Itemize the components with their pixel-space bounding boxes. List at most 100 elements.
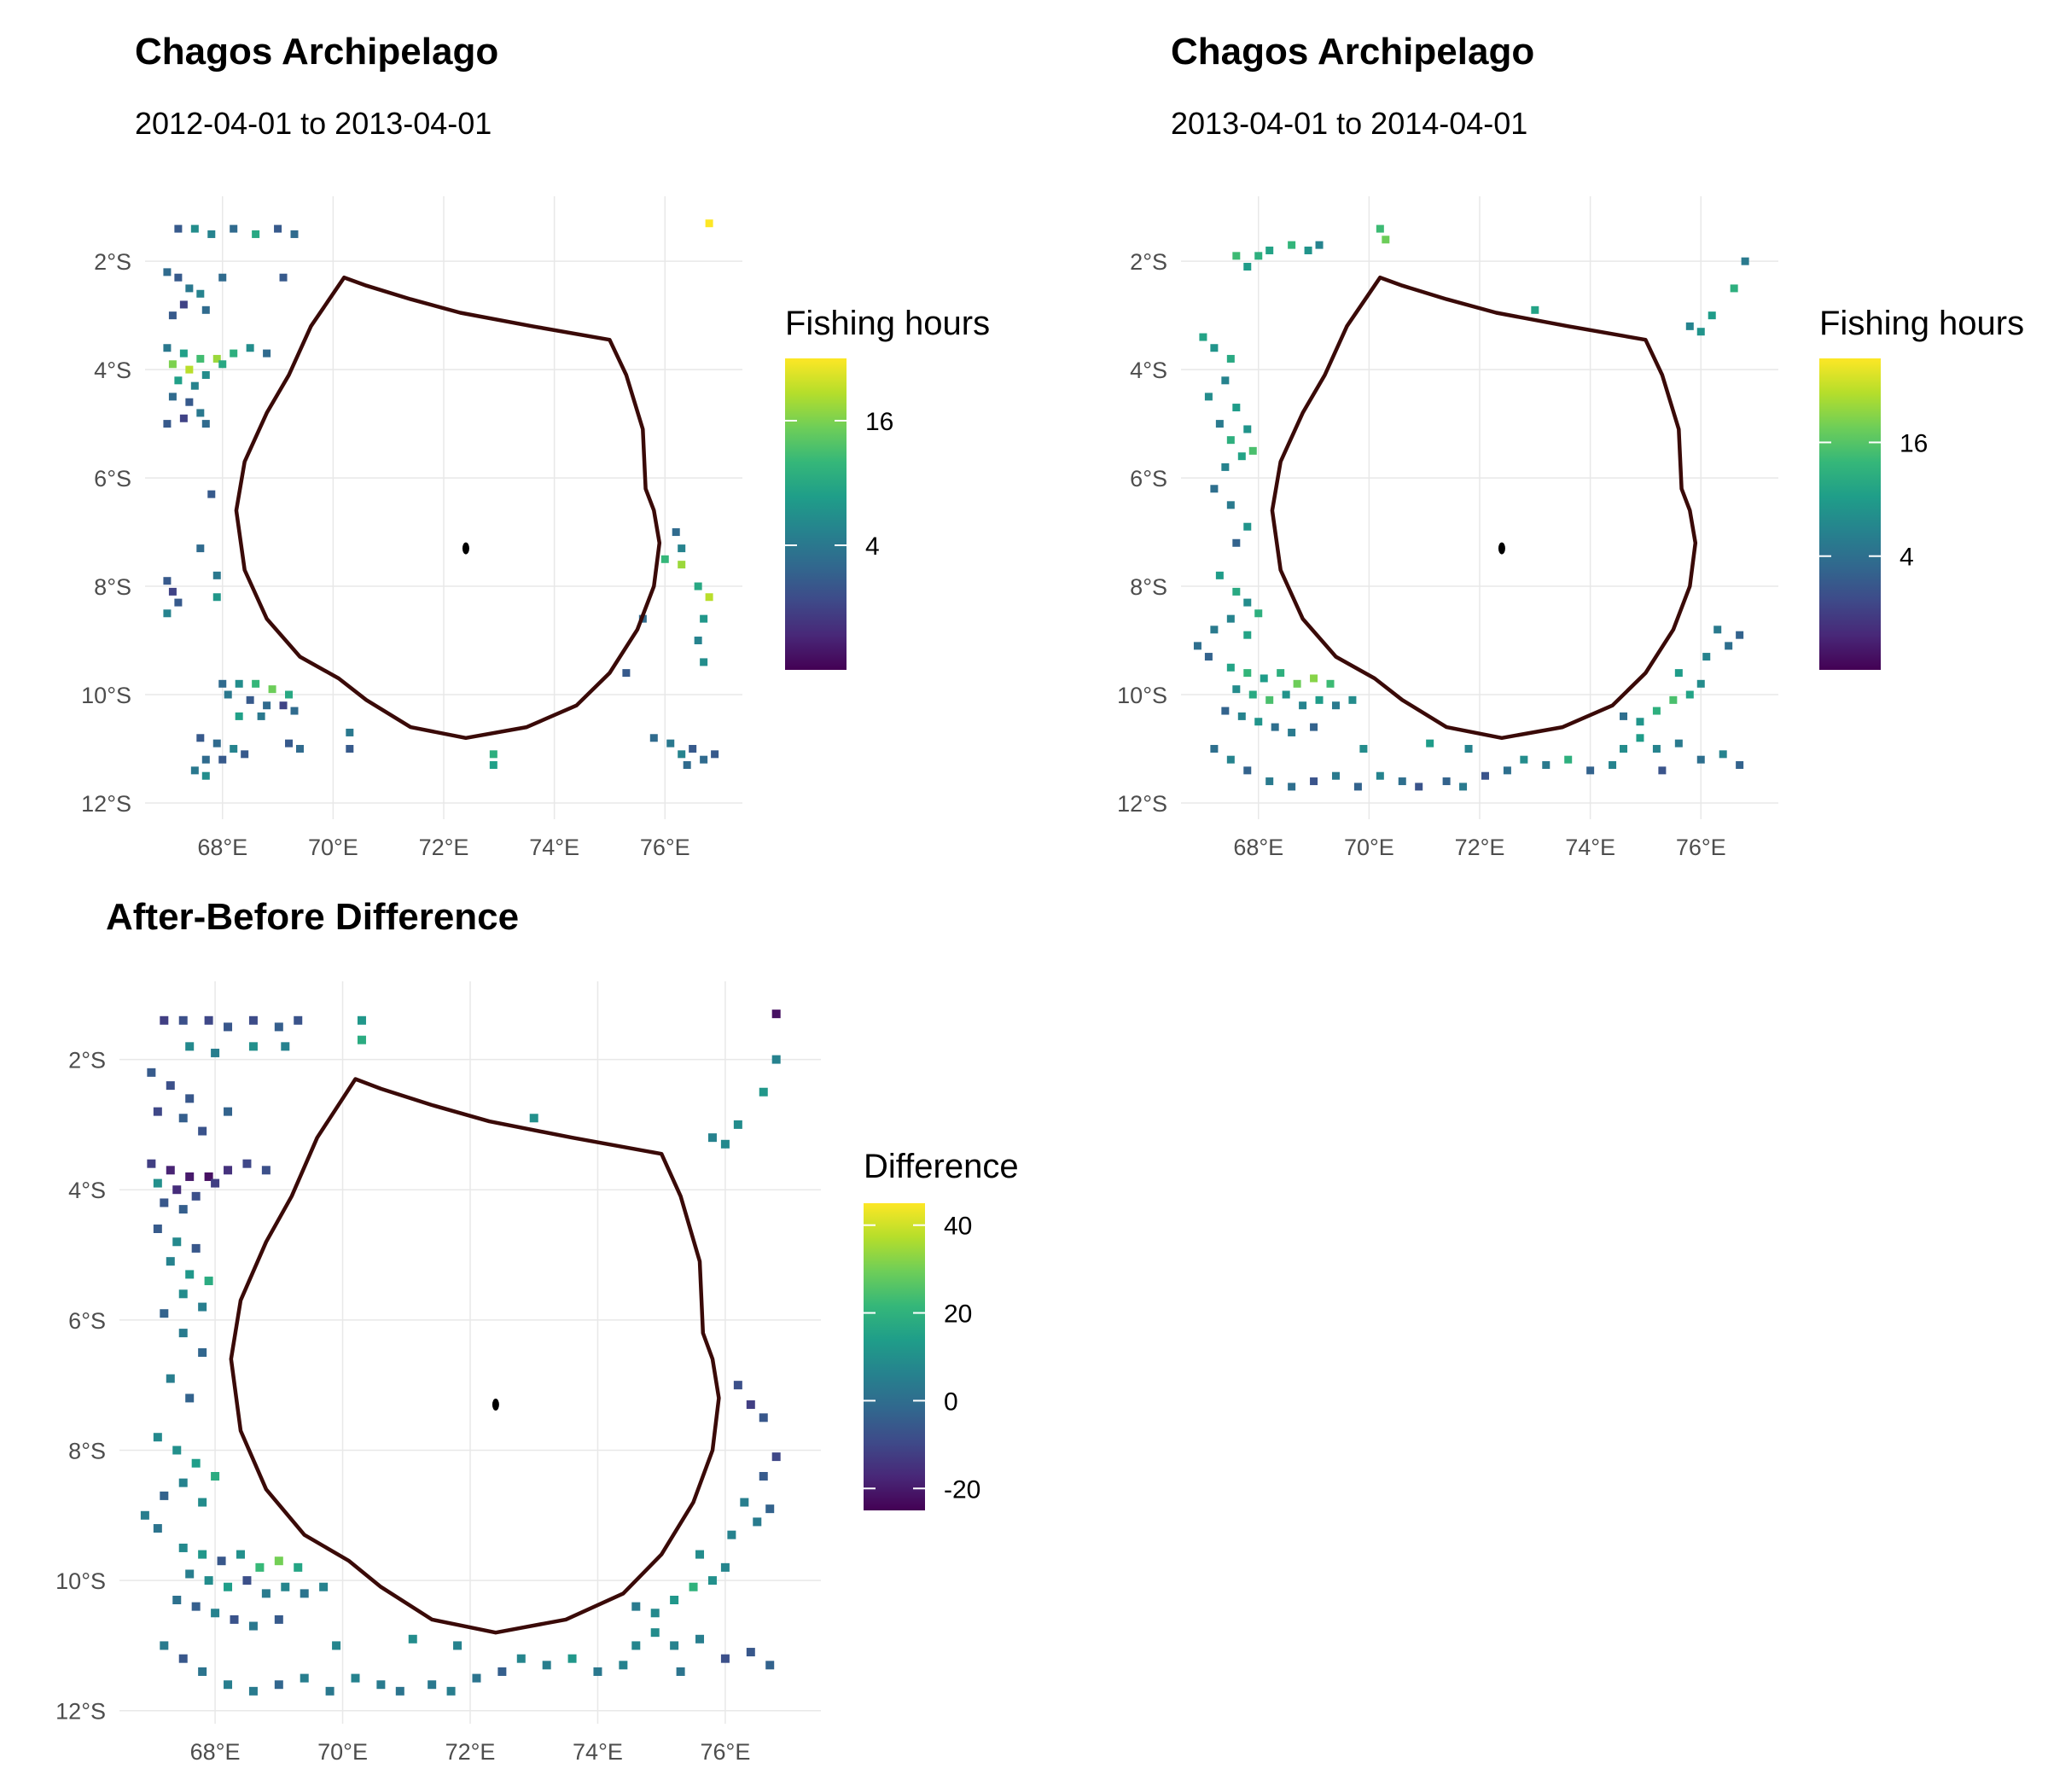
heatmap-cell bbox=[153, 1178, 162, 1188]
y-tick-label: 8°S bbox=[94, 574, 131, 600]
heatmap-cell bbox=[224, 690, 232, 699]
heatmap-cell bbox=[294, 1015, 303, 1025]
heatmap-cell bbox=[1243, 669, 1252, 678]
heatmap-cell bbox=[705, 219, 713, 228]
heatmap-cell bbox=[1586, 766, 1595, 775]
heatmap-cell bbox=[160, 1198, 169, 1207]
heatmap-cell bbox=[428, 1680, 437, 1690]
heatmap-cell bbox=[163, 268, 172, 276]
heatmap-cell bbox=[1204, 653, 1213, 661]
heatmap-cell bbox=[1636, 734, 1644, 742]
heatmap-cell bbox=[1243, 425, 1252, 433]
heatmap-cell bbox=[683, 761, 691, 770]
heatmap-cell bbox=[285, 690, 294, 699]
heatmap-cell bbox=[1658, 766, 1667, 775]
heatmap-cell bbox=[242, 1576, 252, 1585]
heatmap-cell bbox=[230, 349, 238, 358]
heatmap-cell bbox=[1243, 766, 1252, 775]
panel-2-subtitle: 2013-04-01 to 2014-04-01 bbox=[1171, 106, 1528, 141]
heatmap-cell bbox=[1426, 739, 1434, 748]
heatmap-cell bbox=[263, 701, 271, 710]
y-tick-label: 10°S bbox=[55, 1568, 106, 1594]
heatmap-cell bbox=[190, 766, 199, 775]
heatmap-cell bbox=[185, 1569, 195, 1579]
heatmap-cell bbox=[700, 614, 708, 623]
heatmap-cell bbox=[160, 1491, 169, 1500]
heatmap-cell bbox=[178, 1478, 188, 1487]
heatmap-cell bbox=[1288, 241, 1296, 249]
heatmap-cell bbox=[190, 381, 199, 390]
heatmap-cell bbox=[622, 669, 631, 678]
heatmap-cell bbox=[689, 744, 697, 753]
heatmap-cell bbox=[746, 1648, 755, 1657]
heatmap-cell bbox=[281, 1582, 290, 1591]
heatmap-cell bbox=[285, 739, 294, 748]
legend-colorbar bbox=[864, 1203, 925, 1510]
heatmap-cell bbox=[178, 1114, 188, 1123]
heatmap-cell bbox=[619, 1661, 628, 1670]
heatmap-cell bbox=[678, 561, 686, 569]
heatmap-cell bbox=[163, 420, 172, 428]
heatmap-cell bbox=[246, 695, 254, 704]
heatmap-cell bbox=[166, 1166, 175, 1175]
y-tick-label: 8°S bbox=[1130, 574, 1167, 600]
heatmap-cell bbox=[1359, 744, 1368, 753]
heatmap-cell bbox=[1685, 322, 1694, 330]
heatmap-cell bbox=[198, 1302, 207, 1312]
heatmap-cell bbox=[201, 370, 210, 379]
heatmap-cell bbox=[191, 1243, 201, 1253]
heatmap-cell bbox=[759, 1413, 768, 1423]
heatmap-cell bbox=[489, 750, 497, 759]
y-tick-label: 2°S bbox=[1130, 249, 1167, 275]
heatmap-cell bbox=[1248, 690, 1257, 699]
heatmap-cell bbox=[153, 1107, 162, 1116]
heatmap-cell bbox=[1226, 354, 1235, 363]
x-tick-label: 76°E bbox=[640, 835, 690, 860]
heatmap-cell bbox=[1702, 653, 1711, 661]
heatmap-cell bbox=[1265, 695, 1274, 704]
heatmap-cell bbox=[191, 1602, 201, 1611]
heatmap-cell bbox=[694, 582, 702, 591]
heatmap-cell bbox=[1232, 587, 1241, 596]
heatmap-cell bbox=[257, 712, 265, 720]
heatmap-cell bbox=[163, 609, 172, 618]
heatmap-cell bbox=[1277, 669, 1285, 678]
panel-3-title: After-Before Difference bbox=[106, 896, 520, 938]
heatmap-cell bbox=[147, 1159, 156, 1168]
heatmap-cell bbox=[1243, 263, 1252, 271]
heatmap-cell bbox=[1464, 744, 1473, 753]
heatmap-cell bbox=[211, 1609, 220, 1618]
heatmap-cell bbox=[196, 289, 205, 298]
heatmap-cell bbox=[147, 1068, 156, 1077]
heatmap-cell bbox=[678, 750, 686, 759]
heatmap-cell bbox=[1713, 625, 1722, 634]
heatmap-cell bbox=[1215, 420, 1224, 428]
heatmap-cell bbox=[1331, 701, 1340, 710]
heatmap-cell bbox=[1652, 707, 1661, 715]
heatmap-cell bbox=[740, 1498, 749, 1507]
heatmap-cell bbox=[300, 1673, 309, 1683]
heatmap-cell bbox=[1636, 718, 1644, 726]
heatmap-cell bbox=[1226, 501, 1235, 509]
x-tick-label: 68°E bbox=[1233, 835, 1283, 860]
heatmap-cell bbox=[319, 1582, 329, 1591]
heatmap-cell bbox=[771, 1009, 781, 1019]
heatmap-cell bbox=[241, 750, 249, 759]
heatmap-cell bbox=[248, 1686, 258, 1696]
heatmap-cell bbox=[1741, 257, 1749, 265]
heatmap-cell bbox=[1542, 761, 1551, 770]
heatmap-cell bbox=[1725, 642, 1733, 650]
heatmap-cell bbox=[733, 1120, 742, 1129]
heatmap-cell bbox=[351, 1673, 360, 1683]
y-tick-label: 12°S bbox=[81, 791, 131, 817]
heatmap-cell bbox=[1226, 614, 1235, 623]
x-tick-label: 72°E bbox=[1455, 835, 1505, 860]
heatmap-cell bbox=[279, 273, 288, 282]
heatmap-cell bbox=[1210, 744, 1219, 753]
heatmap-cell bbox=[700, 755, 708, 764]
heatmap-cell bbox=[1382, 236, 1390, 244]
heatmap-cell bbox=[720, 1654, 730, 1663]
heatmap-cell bbox=[759, 1472, 768, 1481]
y-tick-label: 10°S bbox=[81, 683, 131, 708]
legend-title: Difference bbox=[864, 1148, 1019, 1185]
